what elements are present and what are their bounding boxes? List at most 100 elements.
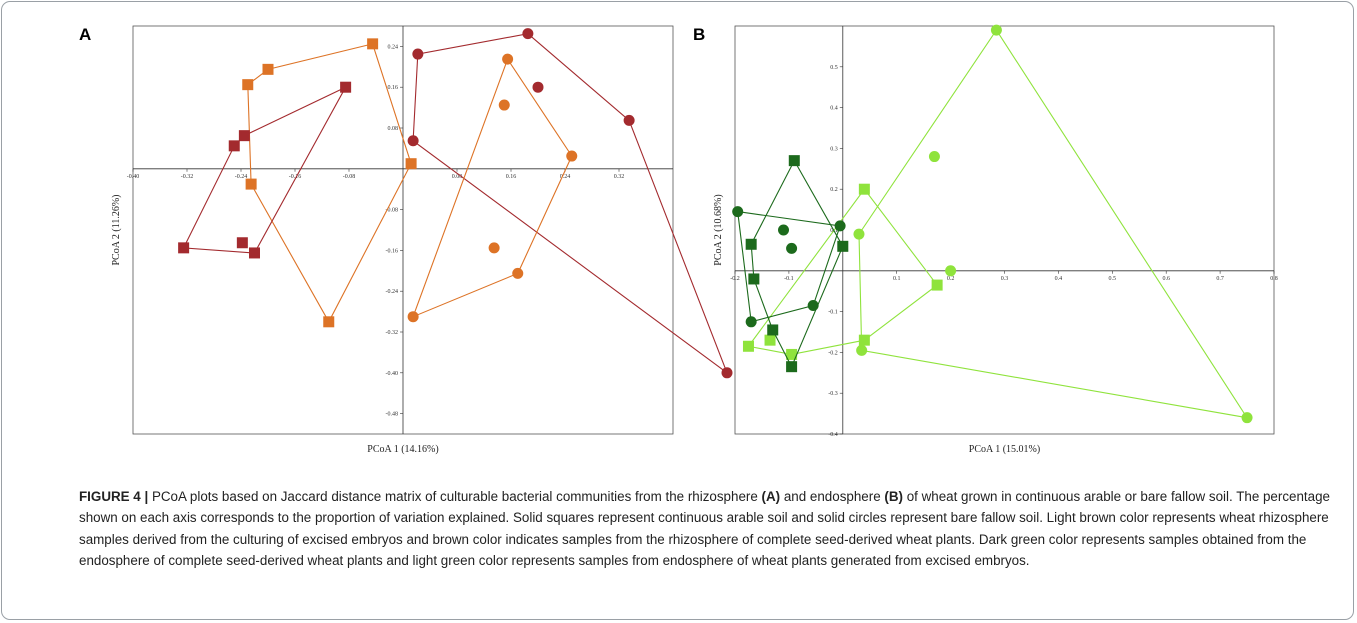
chart-a-x-tick-label: 0.32	[614, 174, 625, 180]
chart-b-square-point	[858, 334, 870, 346]
chart-b-y-tick-label: 0.2	[830, 187, 838, 193]
chart-b-hull-outline	[858, 29, 1249, 419]
chart-a-hull-outline	[412, 57, 573, 318]
chart-a-x-tick-label: -0.16	[289, 174, 302, 180]
chart-b-x-tick-label: 0.4	[1055, 276, 1063, 282]
caption-text-2: and endosphere	[780, 489, 885, 504]
chart-b-x-tick-label: 0.2	[947, 276, 955, 282]
chart-b-plot-frame	[734, 25, 1275, 435]
chart-a-circle-point	[623, 114, 635, 126]
chart-b-circle-point	[807, 299, 819, 311]
chart-b-x-tick-label: -0.1	[784, 276, 794, 282]
chart-b-circle-point	[834, 220, 846, 232]
chart-a-y-tick-label: -0.40	[386, 371, 399, 377]
chart-a-square-point	[262, 63, 274, 75]
chart-b-square-point	[764, 334, 776, 346]
chart-a-square-point	[367, 38, 379, 50]
figure-label: FIGURE 4 |	[79, 489, 149, 504]
chart-a-square-point	[249, 247, 260, 259]
chart-b-series-light-green-circles	[853, 24, 1253, 424]
chart-b-y-tick-label: 0.5	[830, 65, 838, 71]
chart-a-circle-point	[522, 28, 534, 40]
chart-a-y-tick-label: -0.08	[386, 208, 399, 214]
chart-a-x-tick-label: -0.24	[235, 174, 248, 180]
chart-b-square-point	[786, 348, 798, 360]
chart-a-x-tick-label: 0.16	[506, 174, 517, 180]
chart-b-circle-point	[786, 242, 798, 254]
chart-b: B -0.2 -0.1 0.1 0.2 0.3 0.4 0.5 0.6 0.7 0.8 0.5 0.4 0…	[693, 24, 1278, 455]
chart-b-circle-point	[745, 316, 757, 328]
caption-ref-b: (B)	[884, 489, 903, 504]
chart-a-circle-point	[498, 99, 510, 111]
chart-b-y-tick-label: -0.3	[828, 391, 838, 397]
chart-a-square-point	[236, 237, 248, 249]
chart-b-x-tick-label: 0.1	[893, 276, 901, 282]
chart-b-square-point	[748, 273, 760, 285]
chart-b-circle-point	[928, 151, 940, 163]
chart-a-series-brown-circles	[407, 28, 733, 379]
chart-b-square-point	[767, 324, 779, 336]
chart-b-x-tick-label: 0.5	[1109, 276, 1117, 282]
chart-a-circle-point	[412, 48, 424, 60]
chart-a-circle-point	[502, 53, 514, 65]
chart-a-square-point	[405, 158, 417, 170]
chart-b-series-dark-green-circles	[732, 206, 846, 328]
chart-a-square-point	[323, 316, 335, 328]
chart-a-y-axis-title: PCoA 2 (11.26%)	[111, 194, 122, 265]
chart-b-x-tick-label: 0.7	[1216, 276, 1224, 282]
chart-a-series-brown-squares	[178, 81, 352, 259]
chart-a-x-tick-label: -0.40	[127, 174, 140, 180]
chart-a-y-tick-label: -0.16	[386, 248, 399, 254]
chart-a-square-point	[228, 140, 240, 152]
chart-a-hull-outline	[412, 33, 729, 375]
chart-b-circle-point	[778, 224, 790, 236]
chart-b-square-point	[858, 183, 870, 195]
chart-b-square-point	[837, 240, 849, 252]
chart-b-circle-point	[945, 265, 957, 277]
chart-b-y-tick-label: -0.2	[828, 350, 838, 356]
chart-a-circle-point	[721, 367, 733, 379]
caption-text-3: of wheat grown in continuous arable or b…	[79, 489, 1330, 569]
chart-b-circle-point	[1241, 412, 1253, 424]
chart-b-y-axis-title: PCoA 2 (10.68%)	[713, 194, 724, 265]
chart-a-y-tick-label: -0.32	[386, 330, 399, 336]
chart-a-series-light-brown-circles	[407, 53, 578, 323]
chart-a-y-tick-label: 0.08	[388, 126, 399, 132]
chart-a-y-tick-label: 0.16	[388, 85, 399, 91]
chart-b-square-point	[742, 340, 754, 352]
chart-a-y-tick-label: 0.24	[388, 44, 399, 50]
chart-b-x-tick-label: 0.3	[1001, 276, 1009, 282]
chart-a-circle-point	[407, 311, 419, 323]
chart-a-panel-letter: A	[79, 25, 91, 44]
chart-b-y-tick-label: -0.1	[828, 310, 838, 316]
chart-b-series-light-green-squares	[742, 183, 943, 360]
chart-a-x-axis-title: PCoA 1 (14.16%)	[367, 444, 438, 455]
chart-b-circle-point	[732, 206, 744, 218]
chart-b-x-tick-label: 0.6	[1162, 276, 1170, 282]
chart-b-circle-point	[853, 228, 865, 240]
chart-a-series-light-brown-squares	[242, 38, 417, 328]
chart-b-square-point	[786, 361, 798, 373]
caption-ref-a: (A)	[761, 489, 781, 504]
chart-a-circle-point	[407, 135, 419, 147]
chart-a-y-tick-label: -0.24	[386, 289, 399, 295]
chart-a-circle-point	[532, 81, 544, 93]
chart-b-series-dark-green-squares	[745, 155, 849, 373]
chart-a-square-point	[178, 242, 190, 254]
chart-a-circle-point	[512, 267, 524, 279]
chart-b-circle-point	[856, 344, 868, 356]
chart-b-panel-letter: B	[693, 25, 705, 44]
chart-b-y-tick-label: 0.4	[830, 106, 838, 112]
chart-b-y-tick-label: -0.4	[828, 432, 838, 438]
chart-a-square-point	[238, 130, 250, 142]
chart-a: A -0.40 -0.32 -0.24 -0.16 -0.08 0.08 0.16 0.24 0.…	[79, 25, 733, 455]
chart-a-square-point	[340, 81, 352, 93]
chart-a-circle-point	[566, 150, 578, 162]
caption-text-1: PCoA plots based on Jaccard distance mat…	[148, 489, 762, 504]
chart-b-x-tick-label: -0.2	[730, 276, 740, 282]
chart-a-x-tick-label: 0.24	[560, 174, 571, 180]
chart-a-square-point	[245, 178, 257, 190]
chart-b-hull-outline	[747, 188, 938, 355]
